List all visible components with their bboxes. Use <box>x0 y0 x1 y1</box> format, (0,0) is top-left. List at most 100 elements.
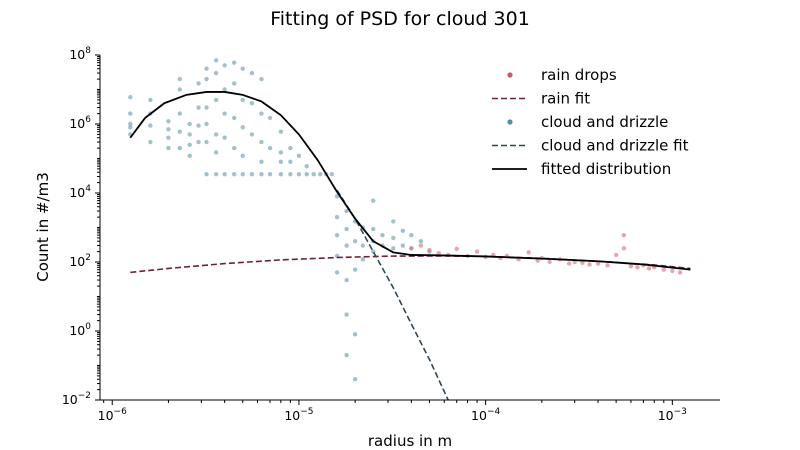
legend-item-cloud-and-drizzle: cloud and drizzle <box>507 113 668 131</box>
cloud-and-drizzle-point-76 <box>311 172 316 177</box>
cloud-and-drizzle-point-8 <box>148 139 153 145</box>
cloud-and-drizzle-point-80 <box>334 194 340 199</box>
legend-marker <box>507 119 513 125</box>
cloud-and-drizzle-point-19 <box>187 132 192 137</box>
x-ticks: 10−6 10−5 10−4 10−3 <box>98 400 687 423</box>
cloud-and-drizzle-point-56 <box>249 172 255 177</box>
legend-label: cloud and drizzle fit <box>541 137 689 155</box>
y-tick-label-2: 102 <box>69 253 91 269</box>
cloud-and-drizzle-point-68 <box>278 172 284 177</box>
cloud-and-drizzle-point-88 <box>344 277 349 283</box>
chart-title: Fitting of PSD for cloud 301 <box>270 8 530 30</box>
cloud-and-drizzle-point-79 <box>329 172 335 177</box>
cloud-and-drizzle-point-53 <box>249 70 255 76</box>
cloud-and-drizzle-point-20 <box>187 142 192 147</box>
cloud-and-drizzle-point-61 <box>259 172 264 177</box>
rain-drops-point-27 <box>628 264 634 269</box>
cloud-and-drizzle-point-12 <box>166 145 171 151</box>
legend-item-cloud-and-drizzle-fit: cloud and drizzle fit <box>492 137 689 155</box>
cloud-and-drizzle-point-92 <box>352 239 358 244</box>
cloud-and-drizzle-point-51 <box>240 153 245 158</box>
rain-drops-point-21 <box>587 262 592 267</box>
rain-drops-point-5 <box>454 246 459 252</box>
legend: rain drops rain fit cloud and drizzle cloud… <box>492 66 689 178</box>
rain-drops-point-26 <box>621 246 627 251</box>
cloud-and-drizzle-point-87 <box>344 243 349 248</box>
rain-drops-point-2 <box>427 247 432 253</box>
rain-drops-point-14 <box>535 258 540 263</box>
cloud-and-drizzle-point-106 <box>391 235 396 241</box>
rain-drops-point-25 <box>621 232 627 238</box>
cloud-and-drizzle-point-21 <box>187 153 192 158</box>
cloud-and-drizzle-point-7 <box>148 123 153 128</box>
cloud-and-drizzle-point-36 <box>213 150 219 155</box>
legend-item-rain-fit: rain fit <box>492 90 590 108</box>
cloud-and-drizzle-point-108 <box>400 228 405 234</box>
cloud-and-drizzle-point-24 <box>196 123 201 128</box>
cloud-and-drizzle-point-14 <box>177 87 182 92</box>
cloud-and-drizzle-point-37 <box>213 172 219 177</box>
cloud-and-drizzle-point-23 <box>196 105 201 110</box>
cloud-and-drizzle-point-52 <box>240 172 245 177</box>
cloud-and-drizzle-point-73 <box>296 172 302 177</box>
rain-drops-point-13 <box>526 250 531 255</box>
cloud-and-drizzle-point-95 <box>352 377 358 382</box>
legend-label: cloud and drizzle <box>541 113 668 131</box>
rain-drops-point-0 <box>409 246 414 251</box>
cloud-and-drizzle-point-103 <box>380 232 385 238</box>
cloud-and-drizzle-point-67 <box>278 159 284 165</box>
cloud-and-drizzle-point-13 <box>177 76 182 82</box>
cloud-and-drizzle-point-40 <box>222 111 227 116</box>
cloud-and-drizzle-point-69 <box>288 145 293 151</box>
rain-drops-point-1 <box>418 243 424 248</box>
x-tick-label-0: 10−6 <box>98 407 127 423</box>
cloud-and-drizzle-point-11 <box>166 135 171 140</box>
cloud-and-drizzle-point-22 <box>196 81 201 86</box>
series-fitted-distribution <box>129 91 691 271</box>
cloud-and-drizzle-point-63 <box>267 145 273 151</box>
cloud-and-drizzle-point-35 <box>213 132 219 137</box>
cloud-and-drizzle-point-70 <box>288 159 293 165</box>
cloud-and-drizzle-point-10 <box>166 127 171 132</box>
cloud-and-drizzle-point-74 <box>304 163 309 169</box>
axes: 10−6 10−5 10−4 10−3 10−2 100 102 104 106 108 <box>62 46 720 423</box>
x-tick-label-1: 10−5 <box>284 407 313 423</box>
cloud-and-drizzle-point-82 <box>334 232 340 238</box>
cloud-and-drizzle-fit-line <box>336 189 449 400</box>
series-layer <box>128 58 691 400</box>
cloud-and-drizzle-point-58 <box>259 111 264 116</box>
rain-drops-point-18 <box>566 261 572 266</box>
legend-label: fitted distribution <box>541 160 671 178</box>
cloud-and-drizzle-point-65 <box>278 129 284 134</box>
cloud-and-drizzle-point-49 <box>240 97 245 103</box>
cloud-and-drizzle-point-64 <box>267 172 273 177</box>
cloud-and-drizzle-point-39 <box>222 87 227 92</box>
cloud-and-drizzle-point-1 <box>128 111 133 116</box>
cloud-and-drizzle-point-94 <box>352 332 358 337</box>
rain-drops-point-24 <box>613 252 619 258</box>
cloud-and-drizzle-point-27 <box>204 76 209 82</box>
x-tick-label-2: 10−4 <box>471 407 500 423</box>
cloud-and-drizzle-point-38 <box>222 63 227 68</box>
cloud-and-drizzle-point-57 <box>259 76 264 82</box>
legend-item-fitted-distribution: fitted distribution <box>492 160 671 178</box>
cloud-and-drizzle-point-15 <box>177 111 182 116</box>
cloud-and-drizzle-point-89 <box>344 312 349 317</box>
cloud-and-drizzle-point-45 <box>231 115 237 121</box>
cloud-and-drizzle-point-84 <box>334 270 340 275</box>
cloud-and-drizzle-point-75 <box>304 172 309 177</box>
cloud-and-drizzle-point-71 <box>288 172 293 177</box>
cloud-and-drizzle-point-34 <box>213 97 219 103</box>
cloud-and-drizzle-point-16 <box>177 129 182 134</box>
cloud-and-drizzle-point-18 <box>187 121 192 127</box>
legend-label: rain drops <box>541 66 617 84</box>
cloud-and-drizzle-point-66 <box>278 150 284 155</box>
cloud-and-drizzle-point-30 <box>204 139 209 145</box>
cloud-and-drizzle-point-25 <box>196 139 201 145</box>
legend-item-rain-drops: rain drops <box>507 66 617 84</box>
plot-area <box>128 58 691 400</box>
cloud-and-drizzle-point-60 <box>259 159 264 165</box>
rain-drops-point-23 <box>605 263 610 268</box>
cloud-and-drizzle-point-32 <box>213 58 219 63</box>
